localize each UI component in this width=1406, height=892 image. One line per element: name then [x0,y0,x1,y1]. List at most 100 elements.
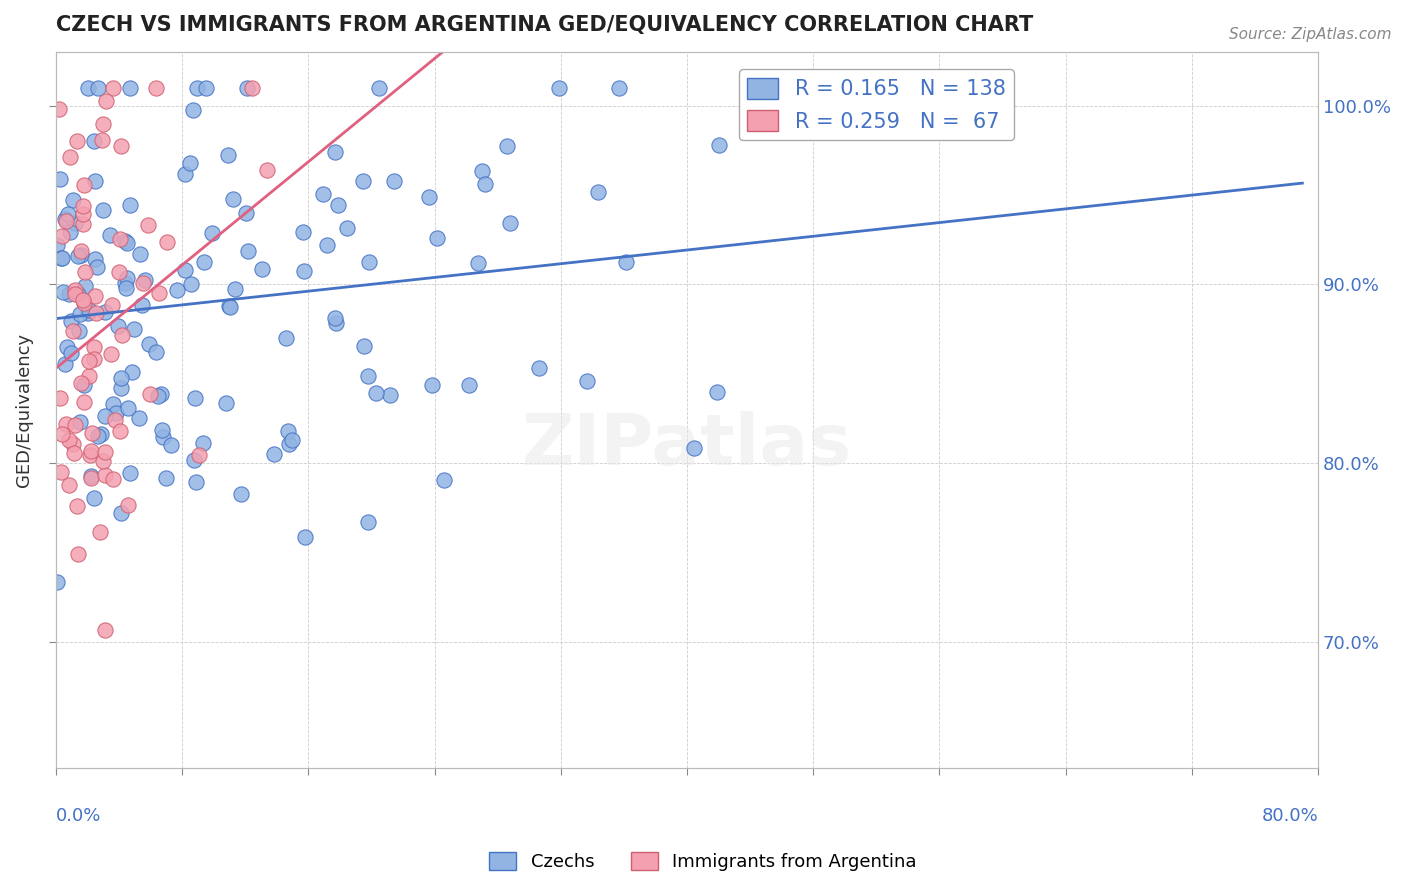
Point [72,207,94,221]
Point [60,345,83,359]
Point [263,447,285,461]
Point [90,133,112,147]
Point [311,187,333,202]
Point [56,341,79,355]
Point [278,436,301,450]
Point [104,413,127,427]
Point [63,417,86,432]
Point [277,424,299,438]
Point [104,406,127,420]
Point [70,244,93,258]
Point [129,246,152,260]
Point [166,283,188,297]
Point [77,354,100,368]
Point [139,387,162,401]
Point [63,286,86,301]
Point [120,80,142,95]
Point [100,347,122,361]
Point [100,298,122,312]
Point [547,80,569,95]
Point [378,388,401,402]
Point [55,417,77,431]
Point [111,328,134,343]
Point [458,377,481,392]
Y-axis label: GED/Equivalency: GED/Equivalency [15,333,32,487]
Point [77,302,100,317]
Point [82,426,104,441]
Point [69,248,91,262]
Point [86,260,108,274]
Point [72,178,94,193]
Point [174,263,197,277]
Point [46,237,69,252]
Point [93,468,115,483]
Point [73,278,96,293]
Point [91,454,114,468]
Point [250,262,273,277]
Point [49,171,72,186]
Point [66,500,89,514]
Point [194,80,217,95]
Point [84,289,107,303]
Point [156,235,179,249]
Point [66,249,89,263]
Legend: Czechs, Immigrants from Argentina: Czechs, Immigrants from Argentina [482,845,924,879]
Point [292,264,315,278]
Point [367,80,389,95]
Point [586,185,609,199]
Point [222,192,245,206]
Point [352,173,374,187]
Point [118,198,141,212]
Point [217,148,239,162]
Point [188,448,211,462]
Point [121,365,143,379]
Point [103,80,125,95]
Point [94,623,117,637]
Point [51,228,73,243]
Point [150,387,173,401]
Point [63,446,86,460]
Point [94,305,117,319]
Point [292,225,315,239]
Point [98,227,121,242]
Point [79,448,101,462]
Point [294,530,316,544]
Point [281,433,304,447]
Point [364,386,387,401]
Point [65,216,87,230]
Point [145,80,167,95]
Text: Source: ZipAtlas.com: Source: ZipAtlas.com [1229,27,1392,42]
Point [69,415,91,429]
Point [323,310,346,325]
Point [51,251,73,265]
Point [115,281,138,295]
Point [115,271,138,285]
Text: 0.0%: 0.0% [56,807,101,825]
Point [59,150,82,164]
Point [48,102,70,116]
Point [527,360,550,375]
Point [84,306,107,320]
Point [66,287,89,301]
Point [66,134,89,148]
Point [55,214,77,228]
Point [110,139,132,153]
Point [181,103,204,118]
Point [77,306,100,320]
Point [183,452,205,467]
Point [117,235,139,250]
Point [706,385,728,400]
Point [69,376,91,390]
Point [136,219,159,233]
Point [101,397,124,411]
Point [67,547,90,561]
Point [107,319,129,334]
Point [110,381,132,395]
Point [93,203,115,218]
Point [433,474,456,488]
Point [180,277,202,291]
Point [49,465,72,479]
Point [83,134,105,148]
Point [865,80,887,95]
Point [53,211,76,226]
